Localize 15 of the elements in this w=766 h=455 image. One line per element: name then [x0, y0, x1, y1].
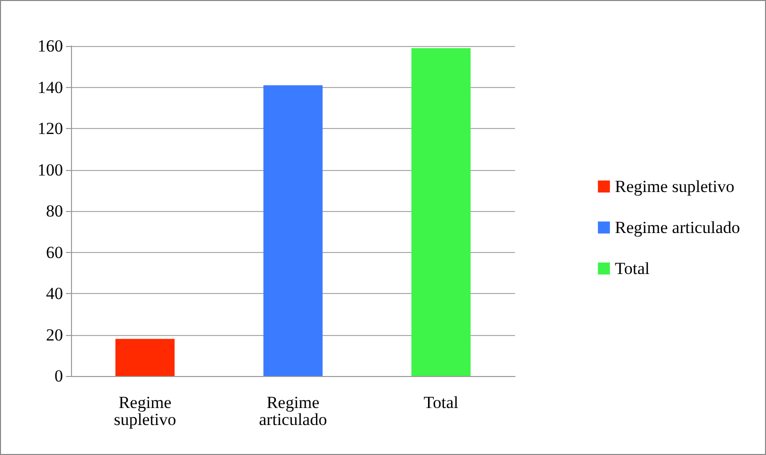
y-tick-label: 120 — [38, 119, 63, 138]
legend-label: Regime articulado — [614, 218, 740, 237]
y-tick-label: 20 — [46, 325, 63, 344]
legend-label: Total — [614, 259, 650, 278]
x-tick-label: Regime supletivo — [114, 393, 176, 429]
y-tick-label: 40 — [46, 284, 63, 303]
y-tick-label: 160 — [38, 36, 63, 56]
x-tick-label: Total — [424, 393, 459, 412]
y-tick-label: 140 — [38, 78, 63, 97]
y-tick-label: 60 — [46, 242, 63, 262]
y-tick-label: 80 — [46, 202, 63, 220]
legend-label: Regime supletivo — [614, 177, 734, 196]
y-tick-label: 0 — [54, 366, 63, 386]
x-tick-label: Regime articulado — [259, 393, 327, 429]
y-tick-label: 100 — [38, 160, 63, 180]
